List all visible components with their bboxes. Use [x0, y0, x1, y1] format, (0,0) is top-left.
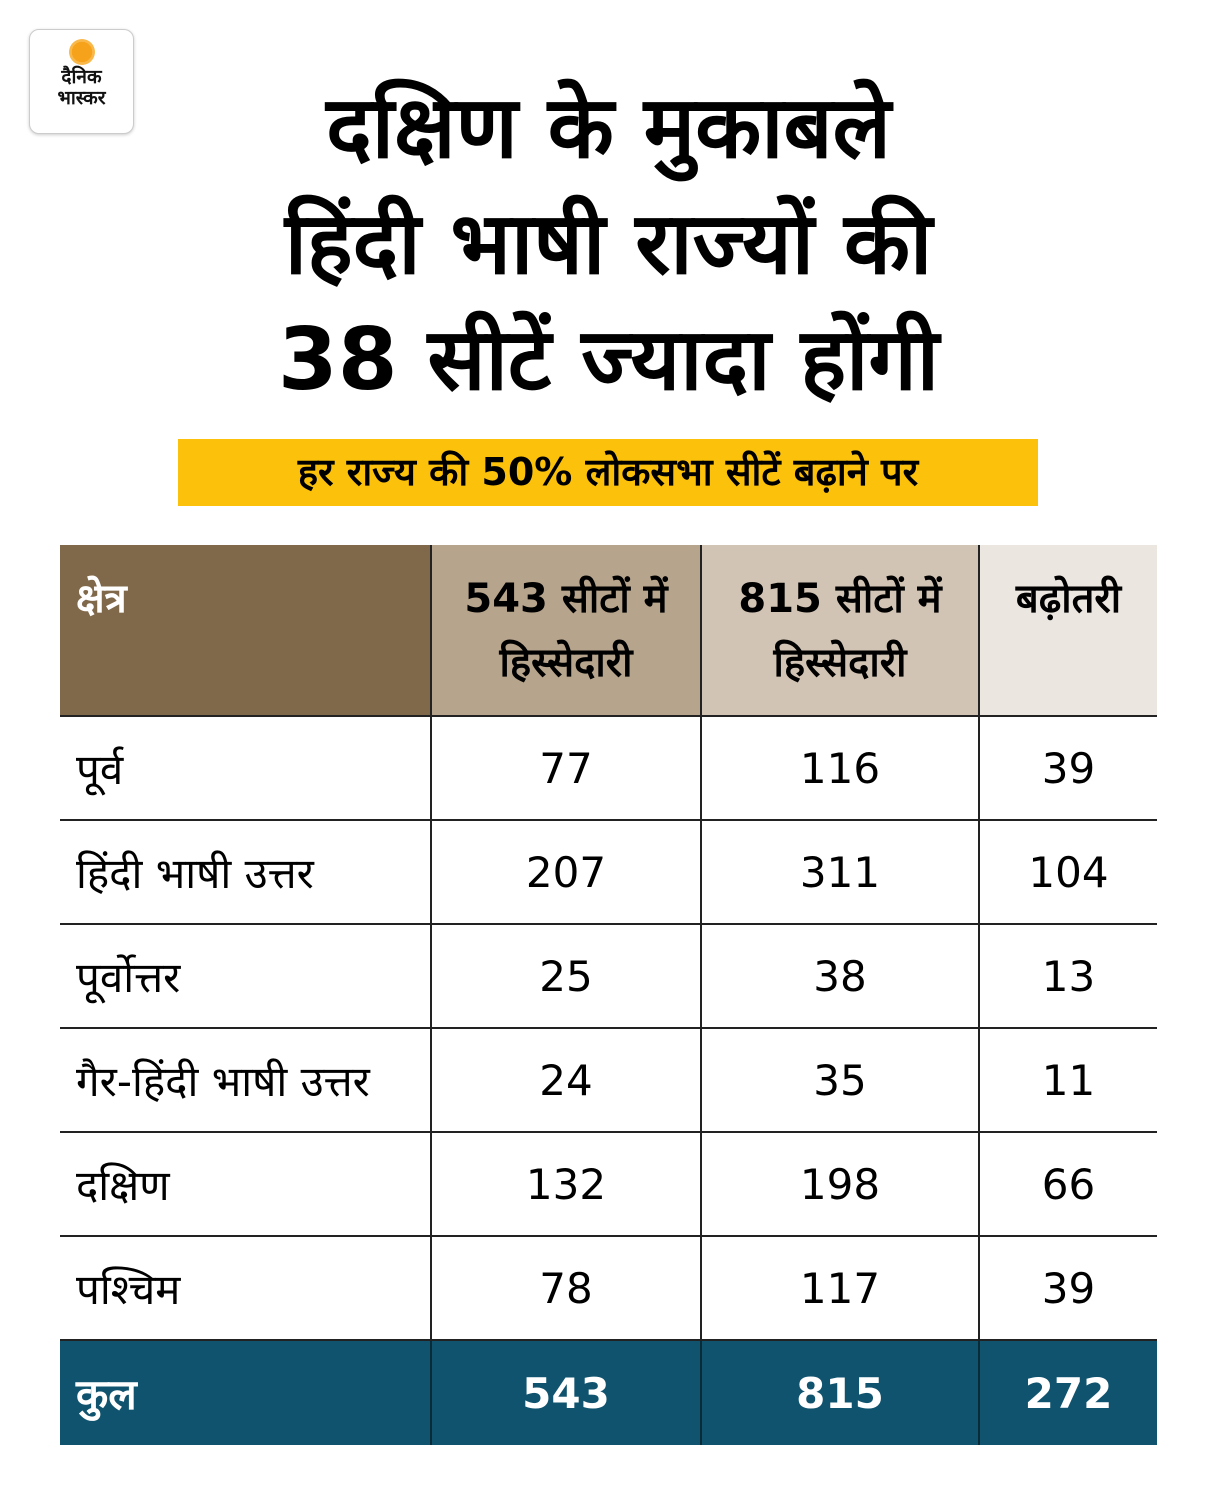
table-header-cell-2: 815 सीटों में हिस्सेदारी [702, 545, 980, 715]
table-row-cell-2: 35 [702, 1029, 980, 1131]
table-row-cell-3: 104 [1028, 847, 1109, 897]
subtitle-banner: हर राज्य की 50% लोकसभा सीटें बढ़ाने पर [178, 439, 1038, 506]
dainik-bhaskar-logo: दैनिक भास्कर [29, 29, 134, 134]
total-row-cell-1: 543 [432, 1341, 702, 1445]
table-row-cell-0: गैर-हिंदी भाषी उत्तर [60, 1029, 432, 1131]
table-row-cell-2: 117 [702, 1237, 980, 1339]
table-row-cell-1: 78 [432, 1237, 702, 1339]
table-row-cell-3: 39 [1041, 743, 1096, 793]
table-row-cell-0: पूर्वोत्तर [60, 925, 432, 1027]
table-row-cell-1: 77 [432, 717, 702, 819]
table-row: पश्चिम 78 117 39 [60, 1237, 1157, 1341]
table-row: हिंदी भाषी उत्तर 207 311 104 [60, 821, 1157, 925]
table-row-cell-3: 11 [1041, 1055, 1096, 1105]
table-row: पूर्व 77 116 39 [60, 717, 1157, 821]
sun-icon [68, 39, 95, 65]
table-row: पूर्वोत्तर 25 38 13 [60, 925, 1157, 1029]
logo-line-2: भास्कर [57, 87, 106, 109]
table-header-cell-3: बढ़ोतरी [980, 545, 1157, 715]
total-row-cell-3: 272 [1024, 1368, 1113, 1418]
table-row-cell-1: 207 [432, 821, 702, 923]
table-row-cell-3: 39 [1041, 1263, 1096, 1313]
seats-table: क्षेत्र 543 सीटों में हिस्सेदारी 815 सीटों… [60, 545, 1157, 1445]
headline-line-3: 38 सीटें ज्यादा होंगी [277, 310, 940, 410]
headline: दक्षिण के मुकाबले हिंदी भाषी राज्यों की … [150, 70, 1067, 418]
table-row-cell-0: हिंदी भाषी उत्तर [60, 821, 432, 923]
total-row-cell-0: कुल [60, 1341, 432, 1445]
table-row-cell-0: पूर्व [60, 717, 432, 819]
table-row-cell-2: 116 [702, 717, 980, 819]
logo-line-1: दैनिक [61, 66, 102, 88]
table-row-cell-1: 132 [432, 1133, 702, 1235]
headline-line-1: दक्षिण के मुकाबले [326, 78, 891, 178]
table-header-cell-0: क्षेत्र [60, 545, 432, 715]
table-row-cell-2: 38 [702, 925, 980, 1027]
table-header: क्षेत्र 543 सीटों में हिस्सेदारी 815 सीटों… [60, 545, 1157, 717]
headline-line-2: हिंदी भाषी राज्यों की [284, 194, 933, 294]
table-row-cell-2: 311 [702, 821, 980, 923]
table-row-cell-0: दक्षिण [60, 1133, 432, 1235]
table-row-cell-3: 13 [1041, 951, 1096, 1001]
total-row-cell-2: 815 [702, 1341, 980, 1445]
table-row-cell-1: 25 [432, 925, 702, 1027]
table-row-cell-1: 24 [432, 1029, 702, 1131]
table-header-cell-1: 543 सीटों में हिस्सेदारी [432, 545, 702, 715]
table-row-cell-3: 66 [1041, 1159, 1096, 1209]
table-row: गैर-हिंदी भाषी उत्तर 24 35 11 [60, 1029, 1157, 1133]
total-row: कुल 543 815 272 [60, 1341, 1157, 1445]
table-row-cell-0: पश्चिम [60, 1237, 432, 1339]
table-row-cell-2: 198 [702, 1133, 980, 1235]
table-row: दक्षिण 132 198 66 [60, 1133, 1157, 1237]
